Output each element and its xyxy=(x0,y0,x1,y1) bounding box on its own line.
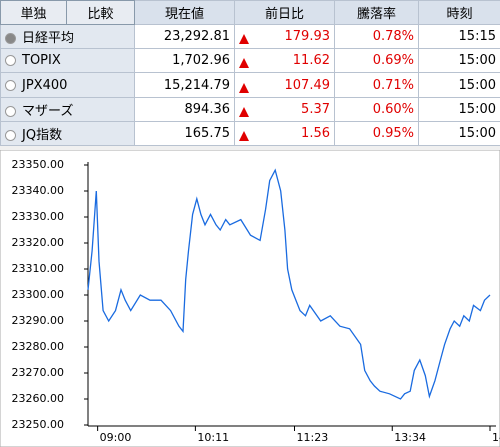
x-tick-label: 13:34 xyxy=(394,431,426,444)
y-tick-label: 23340.00 xyxy=(12,184,65,197)
quote-row: 日経平均 23,292.81 179.93 0.78% 15:15 xyxy=(0,24,500,50)
up-triangle xyxy=(239,130,249,141)
column-header: 騰落率 xyxy=(334,0,419,26)
y-tick-label: 23350.00 xyxy=(12,158,65,171)
time: 15:00 xyxy=(418,48,500,74)
up-arrow xyxy=(239,34,249,45)
column-header: 時刻 xyxy=(418,0,500,26)
time: 15:15 xyxy=(418,24,500,50)
up-triangle xyxy=(239,34,249,45)
change-text: 5.37 xyxy=(301,101,330,117)
quote-row: マザーズ 894.36 5.37 0.60% 15:00 xyxy=(0,96,500,122)
up-arrow xyxy=(239,130,249,141)
up-arrow xyxy=(239,106,249,117)
price: 15,214.79 xyxy=(134,72,235,98)
price: 23,292.81 xyxy=(134,24,235,50)
name-text: マザーズ xyxy=(22,103,74,119)
change-text: 1.56 xyxy=(301,125,330,141)
up-triangle xyxy=(239,106,249,117)
y-tick-label: 23260.00 xyxy=(12,392,65,405)
chart: 23250.00 23260.00 23270.00 23280.00 23290.00… xyxy=(0,150,500,447)
price: 894.36 xyxy=(134,96,235,122)
time: 15:00 xyxy=(418,72,500,98)
time: 15:00 xyxy=(418,96,500,122)
time: 15:00 xyxy=(418,120,500,147)
column-header: 現在値 xyxy=(134,0,235,26)
index-name[interactable]: JQ指数 xyxy=(0,120,135,147)
name-text: TOPIX xyxy=(22,53,61,69)
name-text: JQ指数 xyxy=(22,127,63,143)
name-text: JPX400 xyxy=(22,77,68,93)
radio[interactable] xyxy=(5,105,16,117)
price: 1,702.96 xyxy=(134,48,235,74)
change-text: 11.62 xyxy=(292,53,330,69)
y-tick-label: 23270.00 xyxy=(12,366,65,379)
change-text: 107.49 xyxy=(284,77,331,93)
change-text: 179.93 xyxy=(284,29,331,45)
y-tick-label: 23300.00 xyxy=(12,288,65,301)
index-name[interactable]: TOPIX xyxy=(0,48,135,74)
index-name[interactable]: JPX400 xyxy=(0,72,135,98)
change: 5.37 xyxy=(234,96,335,122)
name-text: 日経平均 xyxy=(22,31,75,47)
quote-table: 単独 比較 現在値 前日比 騰落率 時刻 日経平均 23,292.81 179.93 0.78% 1… xyxy=(0,0,500,147)
change-rate: 0.60% xyxy=(334,96,419,122)
quote-row: TOPIX 1,702.96 11.62 0.69% 15:00 xyxy=(0,48,500,74)
change: 1.56 xyxy=(234,120,335,147)
change-rate: 0.95% xyxy=(334,120,419,147)
tab[interactable]: 単独 xyxy=(0,0,67,26)
header-row: 単独 比較 現在値 前日比 騰落率 時刻 xyxy=(0,0,500,26)
y-tick-label: 23290.00 xyxy=(12,314,65,327)
change: 11.62 xyxy=(234,48,335,74)
quote-row: JQ指数 165.75 1.56 0.95% 15:00 xyxy=(0,120,500,147)
up-arrow xyxy=(239,58,249,69)
up-arrow xyxy=(239,82,249,93)
change: 107.49 xyxy=(234,72,335,98)
x-tick-label: 10:11 xyxy=(197,431,229,444)
radio[interactable] xyxy=(5,129,16,141)
chart-background xyxy=(0,150,500,447)
y-tick-label: 23280.00 xyxy=(12,340,65,353)
price: 165.75 xyxy=(134,120,235,147)
index-name[interactable]: 日経平均 xyxy=(0,24,135,50)
y-tick-label: 23320.00 xyxy=(12,236,65,249)
change-rate: 0.71% xyxy=(334,72,419,98)
up-triangle xyxy=(239,58,249,69)
quote-row: JPX400 15,214.79 107.49 0.71% 15:00 xyxy=(0,72,500,98)
change-rate: 0.78% xyxy=(334,24,419,50)
tab[interactable]: 比較 xyxy=(66,0,135,26)
change: 179.93 xyxy=(234,24,335,50)
radio[interactable] xyxy=(5,55,16,67)
x-tick-label: 14: xyxy=(492,431,500,444)
y-tick-label: 23310.00 xyxy=(12,262,65,275)
radio[interactable] xyxy=(5,79,16,91)
radio[interactable] xyxy=(5,33,16,45)
index-name[interactable]: マザーズ xyxy=(0,96,135,122)
x-tick-label: 09:00 xyxy=(100,431,132,444)
column-header: 前日比 xyxy=(234,0,335,26)
y-tick-label: 23330.00 xyxy=(12,210,65,223)
y-tick-label: 23250.00 xyxy=(12,418,65,431)
x-tick-label: 11:23 xyxy=(297,431,329,444)
price-line xyxy=(87,168,491,400)
change-rate: 0.69% xyxy=(334,48,419,74)
up-triangle xyxy=(239,82,249,93)
